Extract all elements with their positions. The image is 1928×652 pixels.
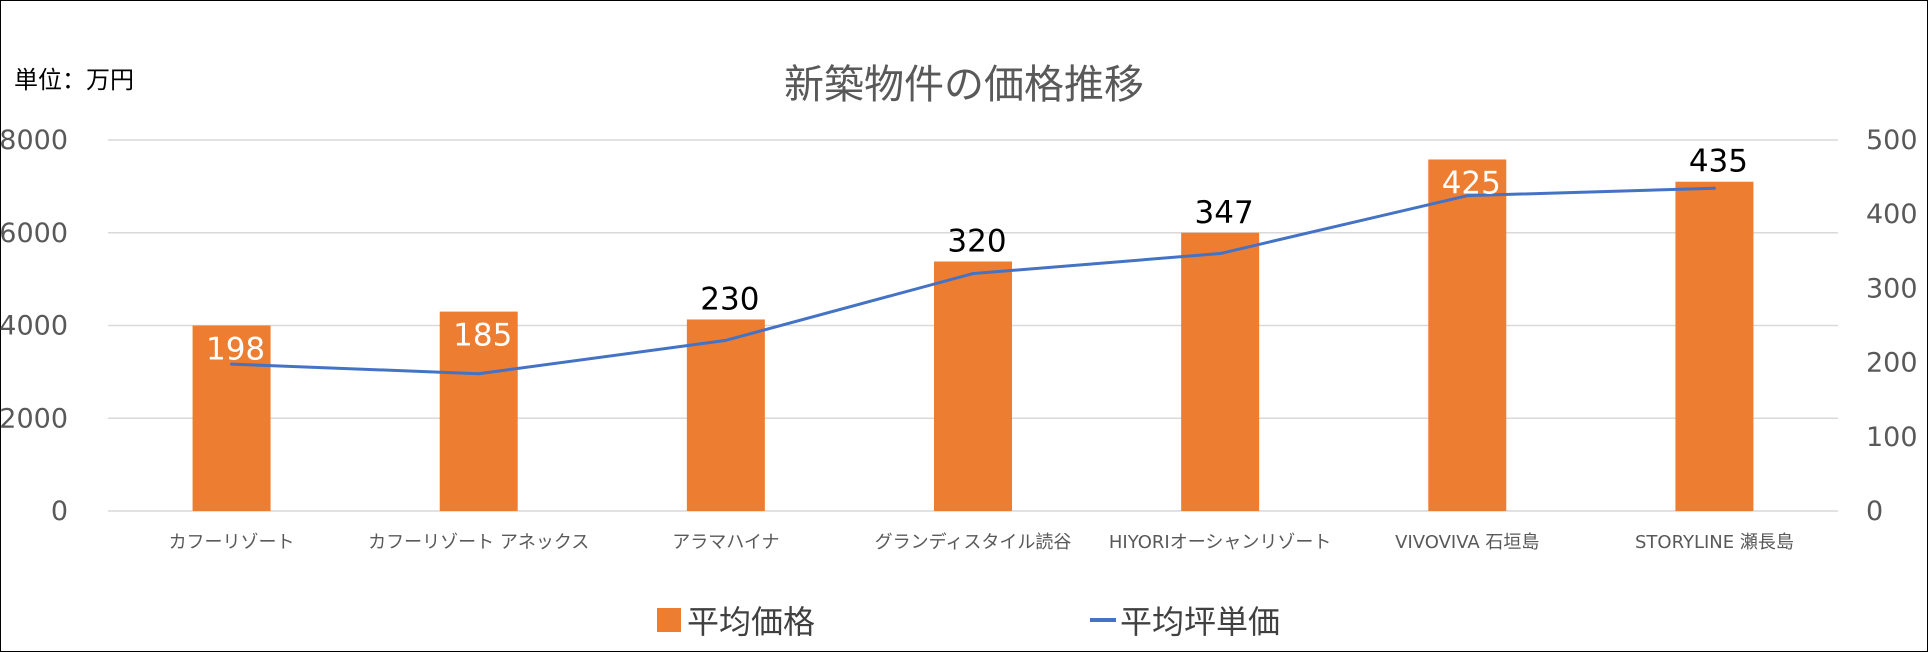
y-right-tick-label: 400 <box>1866 199 1918 230</box>
line-point <box>230 362 234 366</box>
y-right-tick-label: 500 <box>1866 125 1918 156</box>
legend-item-average-price: 平均価格 <box>657 600 816 641</box>
data-label: 320 <box>947 224 1006 260</box>
data-labels: 198 185 230 320 347 425 435 <box>206 144 1748 368</box>
legend-label-average-price: 平均価格 <box>687 603 816 641</box>
data-label: 185 <box>453 318 512 354</box>
bar <box>934 261 1012 511</box>
y-right-tick-label: 300 <box>1866 273 1918 304</box>
chart-title: 新築物件の価格推移 <box>784 62 1144 108</box>
bar-series <box>192 159 1754 512</box>
line-point <box>1218 252 1222 256</box>
bar <box>192 325 271 511</box>
line-point <box>971 272 975 276</box>
x-tick-label: グランディスタイル読谷 <box>875 532 1072 553</box>
data-label: 425 <box>1442 165 1501 201</box>
y-left-tick-label: 4000 <box>0 311 68 342</box>
data-label: 435 <box>1689 144 1748 180</box>
axis-labels: 0 2000 4000 6000 8000 0 100 200 300 400 500 カフーリゾート… <box>0 125 1918 553</box>
bar <box>1181 232 1260 511</box>
x-tick-label: STORYLINE 瀬長島 <box>1635 532 1794 553</box>
y-left-tick-label: 8000 <box>0 125 68 156</box>
y-right-tick-label: 0 <box>1866 496 1883 527</box>
data-label: 230 <box>700 281 759 317</box>
y-right-tick-label: 200 <box>1866 348 1918 379</box>
y-right-tick-label: 100 <box>1866 422 1918 453</box>
y-left-tick-label: 2000 <box>0 403 68 434</box>
legend-line-swatch <box>1090 618 1116 622</box>
legend-label-average-unit-price: 平均坪単価 <box>1120 603 1281 641</box>
line-point <box>1712 186 1716 190</box>
line-point <box>477 372 481 376</box>
x-tick-label: HIYORIオーシャンリゾート <box>1109 532 1331 553</box>
x-tick-label: カフーリゾート <box>169 532 295 553</box>
legend-bar-swatch <box>657 608 681 632</box>
x-tick-label: カフーリゾート アネックス <box>368 532 589 553</box>
line-point <box>1465 194 1469 198</box>
y-left-tick-label: 0 <box>51 496 68 527</box>
data-label: 198 <box>206 332 265 368</box>
x-tick-label: VIVOVIVA 石垣島 <box>1395 532 1539 553</box>
bar <box>439 311 518 511</box>
bar <box>686 319 765 511</box>
data-label: 347 <box>1195 195 1254 231</box>
bar <box>1428 159 1507 512</box>
line-point <box>724 338 728 342</box>
line-series <box>230 186 1716 376</box>
x-tick-label: アラマハイナ <box>672 532 779 553</box>
y-left-tick-label: 6000 <box>0 218 68 249</box>
legend-item-average-unit-price: 平均坪単価 <box>1090 600 1281 641</box>
unit-label: 単位：万円 <box>14 66 134 94</box>
bar <box>1675 181 1754 512</box>
